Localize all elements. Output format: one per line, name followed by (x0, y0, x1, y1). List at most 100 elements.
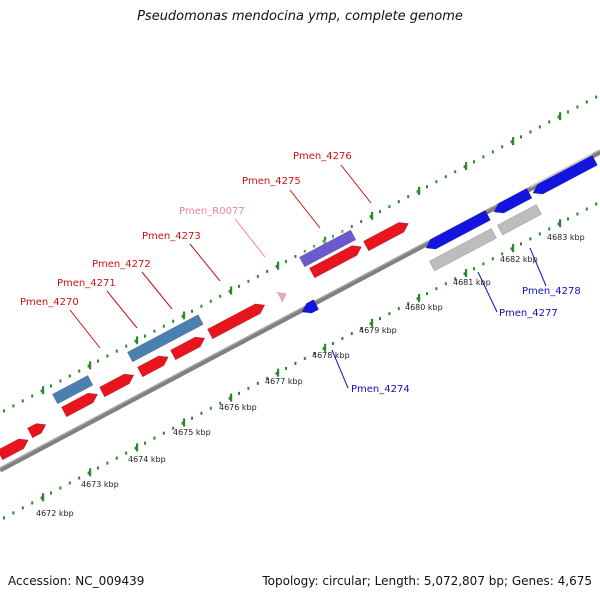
tick-dot (548, 120, 551, 124)
tick-dot (228, 289, 231, 293)
tick-dot (256, 381, 259, 385)
tick-dot (538, 232, 541, 236)
tick-dot (379, 317, 381, 321)
leader-line (340, 164, 372, 204)
tick-dot (191, 416, 193, 420)
tick-dot (595, 95, 598, 99)
tick-dot (407, 195, 410, 199)
tick-dot (191, 309, 193, 313)
gene-labels: Pmen_4270 Pmen_4271 Pmen_4272 Pmen_4273 … (20, 151, 581, 395)
tick-dot (3, 516, 5, 520)
tick-dot (59, 379, 62, 383)
tick-dot (266, 269, 269, 273)
tick-dot (463, 165, 466, 169)
tick-dot (435, 180, 438, 184)
tick-dot (341, 230, 344, 234)
tick-dot (219, 294, 222, 298)
tick-dot (31, 394, 34, 398)
tick-dot (78, 369, 81, 373)
gene-label: Pmen_4272 (92, 259, 151, 270)
tick-major (183, 311, 186, 320)
tick-dot (360, 327, 363, 331)
tick-dot (106, 354, 109, 358)
scale-label: 4678 kbp (312, 351, 350, 360)
tick-dot (256, 274, 259, 278)
tick-dot (12, 404, 15, 408)
scale-label: 4679 kbp (359, 326, 397, 335)
leader-line (69, 309, 101, 349)
leader-line (234, 218, 266, 258)
tick-dot (473, 267, 475, 271)
tick-major (465, 162, 468, 171)
tick-dot (332, 235, 334, 239)
scale-label: 4672 kbp (36, 509, 74, 518)
gene-arrow (491, 184, 533, 214)
tick-dot (567, 110, 569, 114)
tick-dot (97, 359, 99, 363)
gene-box (52, 371, 94, 405)
tick-dot (520, 242, 522, 246)
tick-major (277, 261, 280, 270)
tick-dot (369, 322, 372, 326)
tick-dot (520, 135, 522, 139)
tick-dot (59, 486, 62, 490)
tick-major (465, 269, 468, 278)
tick-dot (426, 185, 428, 189)
gene-arrow (275, 288, 287, 304)
tick-dot (144, 334, 146, 338)
gene-arrow (27, 419, 47, 439)
tick-dot (87, 364, 90, 368)
leader-line (289, 189, 321, 229)
tick-major (136, 443, 139, 452)
scale-label: 4680 kbp (405, 303, 443, 312)
tick-dot (181, 421, 184, 425)
tick-dot (510, 140, 513, 144)
tick-major (324, 236, 327, 245)
tick-dot (350, 332, 353, 336)
tick-dot (454, 277, 457, 281)
tick-dot (397, 307, 400, 311)
tick-dot (275, 264, 278, 268)
tick-dot (294, 361, 297, 365)
tick-dot (87, 471, 90, 475)
tick-major (136, 336, 139, 345)
tick-dot (435, 287, 438, 291)
tick-dot (294, 254, 297, 258)
leader-line (529, 247, 547, 287)
tick-dot (482, 155, 485, 159)
gene-arrow (423, 206, 491, 250)
tick-dot (106, 461, 109, 465)
gene-box (429, 224, 497, 272)
tick-dot (125, 451, 128, 455)
tick-dot (322, 346, 325, 350)
gene-arrow (363, 218, 409, 252)
tick-dot (228, 396, 231, 400)
tick-dot (162, 431, 165, 435)
tick-dot (491, 150, 494, 154)
tick-major (42, 493, 45, 502)
tick-dot (576, 212, 579, 216)
tick-dot (200, 304, 203, 308)
tick-dot (21, 399, 24, 403)
gene-label: Pmen_4278 (522, 286, 581, 297)
tick-dot (134, 446, 137, 450)
leader-line (331, 349, 349, 389)
tick-dot (200, 411, 203, 415)
scale-label: 4683 kbp (547, 233, 585, 242)
gene-arrow (137, 352, 169, 378)
tick-major (42, 386, 45, 395)
leader-line (106, 290, 138, 329)
gene-features (0, 151, 598, 461)
tick-dot (134, 339, 137, 343)
tick-major (418, 186, 421, 195)
gene-arrow (99, 370, 135, 398)
tick-dot (78, 476, 81, 480)
tick-dot (172, 426, 175, 430)
scale-label: 4676 kbp (219, 403, 257, 412)
scale-label: 4682 kbp (500, 255, 538, 264)
gene-label: Pmen_4273 (142, 231, 201, 242)
tick-dot (40, 389, 43, 393)
tick-dot (388, 205, 391, 209)
tick-dot (238, 284, 240, 288)
